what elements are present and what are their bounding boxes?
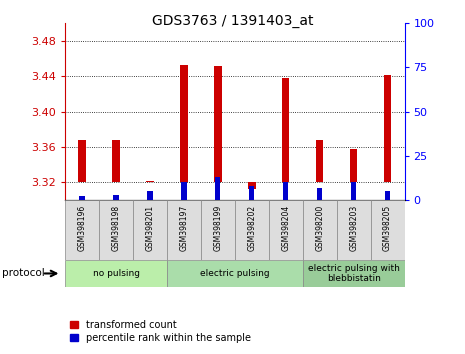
Bar bbox=[316, 140, 324, 182]
Text: no pulsing: no pulsing bbox=[93, 269, 140, 278]
FancyBboxPatch shape bbox=[167, 200, 201, 260]
Bar bbox=[317, 188, 322, 200]
Bar bbox=[249, 186, 254, 200]
FancyBboxPatch shape bbox=[303, 200, 337, 260]
Text: GSM398200: GSM398200 bbox=[315, 205, 324, 251]
Text: GSM398202: GSM398202 bbox=[247, 205, 256, 251]
Text: GSM398196: GSM398196 bbox=[78, 205, 86, 251]
FancyBboxPatch shape bbox=[235, 200, 269, 260]
Text: GSM398198: GSM398198 bbox=[112, 205, 120, 251]
FancyBboxPatch shape bbox=[167, 260, 303, 287]
Text: GSM398199: GSM398199 bbox=[213, 205, 222, 251]
Bar bbox=[181, 182, 186, 200]
FancyBboxPatch shape bbox=[133, 200, 167, 260]
Bar bbox=[350, 149, 358, 182]
Bar bbox=[180, 65, 188, 182]
FancyBboxPatch shape bbox=[99, 200, 133, 260]
Bar bbox=[283, 182, 288, 200]
Legend: transformed count, percentile rank within the sample: transformed count, percentile rank withi… bbox=[70, 320, 251, 343]
Bar bbox=[215, 177, 220, 200]
Bar bbox=[351, 182, 356, 200]
FancyBboxPatch shape bbox=[303, 260, 405, 287]
FancyBboxPatch shape bbox=[65, 200, 99, 260]
Bar bbox=[112, 140, 120, 182]
Text: GSM398204: GSM398204 bbox=[281, 205, 290, 251]
Bar bbox=[384, 75, 392, 182]
Text: GSM398197: GSM398197 bbox=[179, 205, 188, 251]
Text: GSM398205: GSM398205 bbox=[383, 205, 392, 251]
FancyBboxPatch shape bbox=[65, 260, 167, 287]
Bar bbox=[385, 191, 390, 200]
Bar bbox=[147, 191, 153, 200]
Bar bbox=[80, 196, 85, 200]
FancyBboxPatch shape bbox=[337, 200, 371, 260]
FancyBboxPatch shape bbox=[371, 200, 405, 260]
Text: GDS3763 / 1391403_at: GDS3763 / 1391403_at bbox=[152, 14, 313, 28]
FancyBboxPatch shape bbox=[201, 200, 235, 260]
Text: electric pulsing: electric pulsing bbox=[200, 269, 270, 278]
Bar bbox=[113, 195, 119, 200]
FancyBboxPatch shape bbox=[269, 200, 303, 260]
Bar bbox=[78, 140, 86, 182]
Text: GSM398201: GSM398201 bbox=[146, 205, 154, 251]
Bar bbox=[282, 78, 290, 182]
Text: protocol: protocol bbox=[2, 268, 45, 279]
Text: GSM398203: GSM398203 bbox=[349, 205, 358, 251]
Bar bbox=[214, 67, 222, 182]
Text: electric pulsing with
blebbistatin: electric pulsing with blebbistatin bbox=[308, 264, 399, 283]
Bar bbox=[248, 182, 256, 189]
